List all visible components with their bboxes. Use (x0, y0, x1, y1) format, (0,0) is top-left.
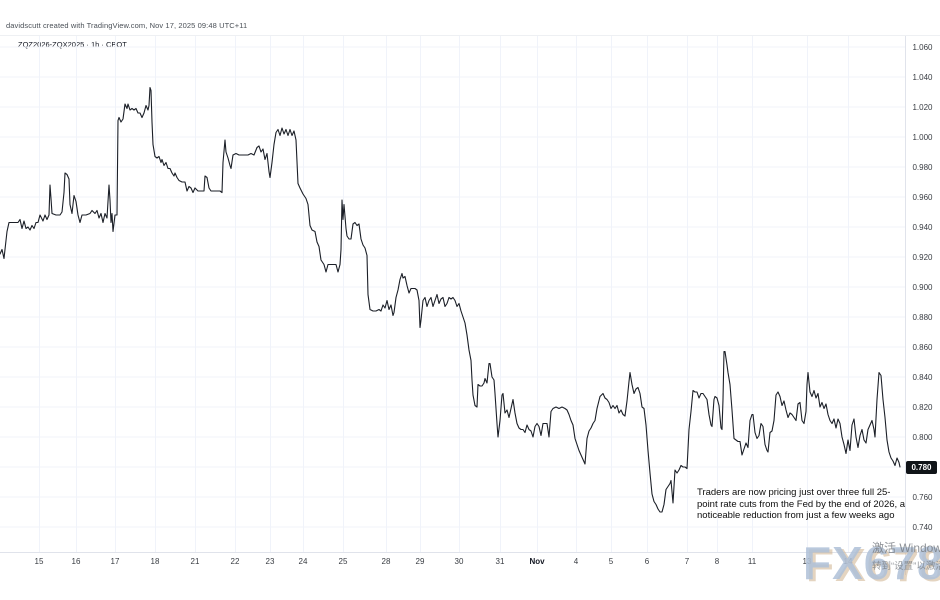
time-tick-label: 7 (684, 557, 690, 566)
price-tick-label: 1.060 (912, 42, 933, 52)
time-tick-label: 11 (747, 557, 757, 566)
price-tick-label: 0.960 (912, 192, 933, 202)
time-tick-label: 18 (150, 557, 160, 566)
annotation-line-1: Traders are now pricing just over three … (697, 487, 891, 498)
price-tick-label: 0.840 (912, 372, 933, 382)
windows-activation-line-1: 激活 Windows (872, 541, 940, 555)
time-tick-label: 4 (573, 557, 579, 566)
windows-activation-line-2: 转到“设置”以激活 Windows (872, 561, 940, 572)
time-tick-label: 14 (843, 557, 853, 566)
annotation-line-3: noticeable reduction from just a few wee… (697, 510, 895, 522)
price-tick-label: 0.740 (912, 522, 933, 532)
time-tick-label: 23 (265, 557, 275, 566)
price-tick-label: 0.880 (912, 312, 933, 322)
time-tick-label: 29 (415, 557, 425, 566)
time-tick-label: 8 (714, 557, 720, 566)
price-tick-label: 0.900 (912, 282, 933, 292)
price-tick-label: 0.980 (912, 162, 933, 172)
price-tick-label: 0.800 (912, 432, 933, 442)
axis-borders (0, 36, 940, 575)
time-tick-label: 24 (298, 557, 308, 566)
chart-attribution: davidscutt created with TradingView.com,… (6, 21, 248, 30)
time-tick-label: 31 (495, 557, 505, 566)
price-tick-label: 0.760 (912, 492, 933, 502)
time-tick-label: 6 (644, 557, 650, 566)
annotation-line-2: point rate cuts from the Fed by the end … (697, 498, 906, 510)
time-tick-label: 15 (34, 557, 44, 566)
price-tick-label: 1.040 (912, 72, 933, 82)
time-tick-label: 25 (338, 557, 348, 566)
spread-price-line (0, 86, 901, 513)
time-tick-label: Nov (529, 557, 545, 566)
last-price-label: 0.780 (906, 460, 937, 474)
price-tick-label: 0.820 (912, 402, 933, 412)
symbol-legend[interactable]: ZQZ2026-ZQX2025 · 1h · CBOT (18, 40, 127, 49)
grid-lines (0, 36, 905, 552)
time-tick-label: 5 (608, 557, 614, 566)
header-divider (0, 35, 940, 36)
time-tick-label: 13 (802, 557, 812, 566)
windows-activation-watermark: 激活 Windows 转到“设置”以激活 Windows (872, 539, 940, 572)
time-tick-label: 16 (71, 557, 81, 566)
time-tick-label: 17 (110, 557, 120, 566)
time-tick-label: 22 (230, 557, 240, 566)
chart-annotation-text: Traders are now pricing just over three … (697, 487, 911, 522)
price-tick-label: 0.940 (912, 222, 933, 232)
price-tick-label: 1.020 (912, 102, 933, 112)
fx678-watermark: FX678 (803, 537, 940, 589)
time-tick-label: 28 (381, 557, 391, 566)
time-tick-label: 30 (454, 557, 464, 566)
price-tick-label: 0.920 (912, 252, 933, 262)
time-tick-label: 21 (190, 557, 200, 566)
price-tick-label: 1.000 (912, 132, 933, 142)
price-tick-label: 0.860 (912, 342, 933, 352)
price-line-series (0, 86, 901, 513)
